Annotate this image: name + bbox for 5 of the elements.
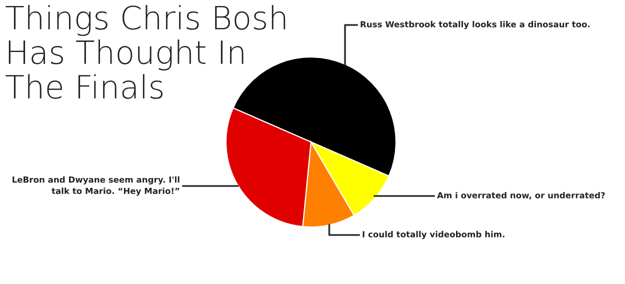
chart-title: Things Chris Bosh Has Thought In The Finals — [6, 5, 286, 99]
slice-label: Russ Westbrook totally looks like a dinosaur too. — [360, 20, 590, 30]
slice-label: I could totally videobomb him. — [362, 230, 504, 240]
slice-label: Am i overrated now, or underrated? — [437, 192, 605, 200]
slice-label: LeBron and Dwyane seem angry. I'll talk to Mario. “Hey Mario!” — [12, 176, 180, 196]
